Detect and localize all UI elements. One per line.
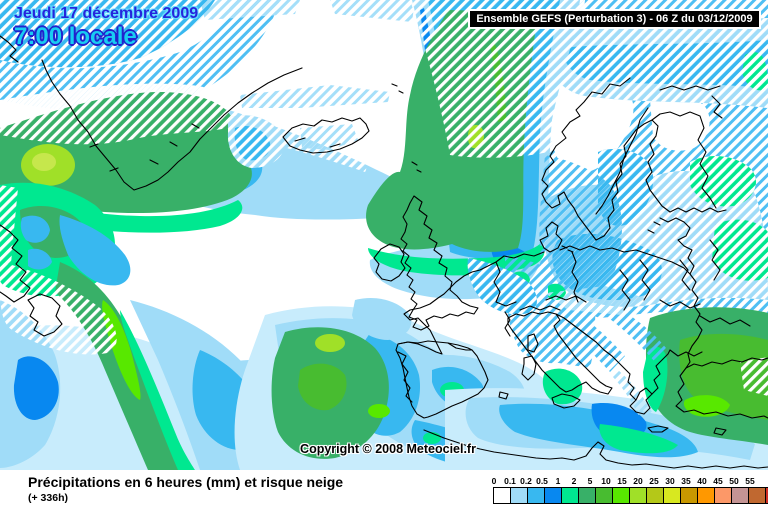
legend-tick-label: 45 (713, 476, 723, 486)
legend-tick-label: 2 (571, 476, 577, 486)
precipitation-legend: 0 0.1 0.2 0.5 1 2 5 10 15 20 25 30 35 40 45 50 55 (492, 476, 768, 508)
legend-swatch (578, 487, 596, 504)
legend-swatch (646, 487, 664, 504)
forecast-date: Jeudi 17 décembre 2009 7:00 locale (14, 5, 199, 50)
legend-swatch (527, 487, 545, 504)
forecast-map: Jeudi 17 décembre 2009 7:00 locale Ensem… (0, 0, 768, 472)
legend-tick-label: 55 (745, 476, 755, 486)
legend-tick-label: 30 (665, 476, 675, 486)
legend-swatch (629, 487, 647, 504)
legend-swatch (510, 487, 528, 504)
forecast-hour: (+ 336h) (28, 492, 68, 504)
legend-tick-label: 50 (729, 476, 739, 486)
model-run-text: Ensemble GEFS (Perturbation 3) - 06 Z du… (476, 13, 753, 25)
legend-swatch (765, 487, 768, 504)
legend-tick-label: 1 (555, 476, 561, 486)
legend-swatch (748, 487, 766, 504)
legend-tick-label: 5 (587, 476, 593, 486)
legend-swatch (612, 487, 630, 504)
precipitation-title: Précipitations en 6 heures (mm) et risqu… (28, 474, 344, 490)
legend-swatch (731, 487, 749, 504)
legend-tick-label: 40 (697, 476, 707, 486)
legend-tick-label: 35 (681, 476, 691, 486)
legend-swatch (714, 487, 732, 504)
legend-swatch (697, 487, 715, 504)
legend-tick-label: 0.5 (536, 476, 548, 486)
legend-scale (493, 487, 768, 504)
legend-tick-label: 0.2 (520, 476, 532, 486)
legend-tick-label: 25 (649, 476, 659, 486)
map-canvas (0, 0, 768, 472)
legend-swatch (680, 487, 698, 504)
legend-tick-label: 10 (601, 476, 611, 486)
legend-swatch (595, 487, 613, 504)
legend-tick-label: 0 (491, 476, 497, 486)
legend-labels: 0 0.1 0.2 0.5 1 2 5 10 15 20 25 30 35 40 45 50 55 (491, 476, 768, 486)
map-copyright: Copyright © 2008 Meteociel.fr (300, 442, 476, 456)
forecast-date-line2: 7:00 locale (14, 22, 137, 50)
legend-swatch (561, 487, 579, 504)
legend-tick-label: 20 (633, 476, 643, 486)
legend-tick-label: 0.1 (504, 476, 516, 486)
model-run-label: Ensemble GEFS (Perturbation 3) - 06 Z du… (468, 9, 761, 29)
forecast-date-line1: Jeudi 17 décembre 2009 (14, 5, 199, 22)
legend-swatch (663, 487, 681, 504)
map-footer: Précipitations en 6 heures (mm) et risqu… (0, 471, 768, 512)
legend-swatch (544, 487, 562, 504)
legend-tick-label: 15 (617, 476, 627, 486)
legend-swatch (493, 487, 511, 504)
